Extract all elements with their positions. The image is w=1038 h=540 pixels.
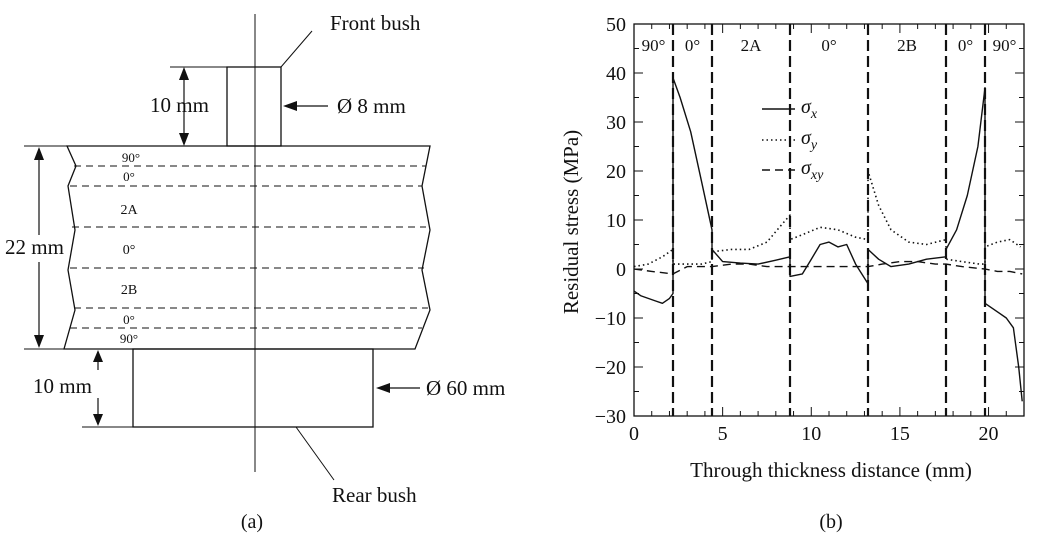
region-label: 2A — [741, 36, 763, 55]
ply-interfaces — [70, 165, 428, 329]
arrowhead-left-icon — [283, 101, 297, 111]
dim-10mm-bottom-label: 10 mm — [33, 374, 92, 398]
arrowhead-down-icon — [93, 414, 103, 426]
y-tick-label: 0 — [616, 259, 626, 281]
y-tick-label: −10 — [595, 308, 626, 330]
arrowhead-down-icon — [34, 335, 44, 348]
front-bush-leader — [280, 30, 313, 68]
ply-label-2b: 2B — [121, 283, 137, 298]
legend-label-sxy: σxy — [801, 157, 824, 183]
series-line-sy — [633, 170, 1021, 268]
arrowhead-up-icon — [93, 350, 103, 362]
y-tick-label: 40 — [606, 63, 626, 85]
y-tick-label: 50 — [606, 14, 626, 36]
rear-bush-label: Rear bush — [332, 483, 417, 507]
series-line-sxy — [633, 260, 1023, 275]
ply-label-90-top: 90° — [122, 150, 140, 165]
dim-60mm-label: Ø 60 mm — [426, 376, 505, 400]
panel-b-caption: (b) — [819, 511, 842, 533]
x-tick-label: 15 — [890, 423, 910, 445]
front-bush-label: Front bush — [330, 11, 421, 35]
chart-plot-area: −30 −20 −10 0 10 20 30 40 50 0 5 10 15 20 90° 0° 2A 0° 2B 0… — [595, 14, 1025, 445]
x-tick-label: 20 — [979, 423, 999, 445]
arrowhead-down-icon — [179, 133, 189, 146]
y-tick-label: −30 — [595, 406, 626, 428]
panel-a-diagram: Front bush 10 mm Ø 8 mm 90° 0° 2A 0° 2B … — [5, 11, 505, 533]
y-tick-label: 20 — [606, 161, 626, 183]
region-label: 0° — [958, 36, 973, 55]
plot-frame — [633, 23, 1025, 417]
ply-label-0-bottom: 0° — [123, 312, 135, 327]
chart-legend: σx σy σxy — [762, 96, 824, 183]
region-label: 0° — [821, 36, 836, 55]
laminate-block — [63, 145, 431, 350]
ply-label-2a: 2A — [120, 203, 138, 218]
x-axis-title: Through thickness distance (mm) — [690, 458, 972, 482]
rear-bush-leader — [295, 426, 335, 481]
region-label: 0° — [685, 36, 700, 55]
legend-label-sx-sub: x — [810, 107, 818, 122]
arrowhead-up-icon — [179, 67, 189, 80]
panel-b-chart: −30 −20 −10 0 10 20 30 40 50 0 5 10 15 20 90° 0° 2A 0° 2B 0… — [559, 14, 1025, 533]
legend-label-sx: σx — [801, 96, 818, 122]
ply-label-90-bottom: 90° — [120, 331, 138, 346]
dim-10mm-top-label: 10 mm — [150, 93, 209, 117]
dim-22mm-label: 22 mm — [5, 235, 64, 259]
legend-label-sxy-sub: xy — [810, 168, 824, 183]
arrowhead-left-icon — [376, 383, 390, 393]
panel-a-caption: (a) — [241, 511, 263, 533]
region-label: 2B — [897, 36, 917, 55]
legend-label-sy: σy — [801, 127, 818, 153]
ply-label-0-mid: 0° — [123, 243, 136, 258]
dim-8mm-label: Ø 8 mm — [337, 94, 406, 118]
front-bush-shape — [226, 66, 282, 147]
x-tick-label: 10 — [801, 423, 821, 445]
region-label: 90° — [993, 36, 1017, 55]
y-tick-label: −20 — [595, 357, 626, 379]
region-label: 90° — [642, 36, 666, 55]
arrowhead-up-icon — [34, 147, 44, 160]
x-tick-label: 0 — [629, 423, 639, 445]
y-tick-label: 30 — [606, 112, 626, 134]
y-tick-label: 10 — [606, 210, 626, 232]
x-tick-label: 5 — [718, 423, 728, 445]
rear-bush-shape — [132, 348, 374, 428]
legend-label-sy-sub: y — [809, 138, 818, 153]
series-line-sx — [633, 77, 1023, 402]
y-axis-title: Residual stress (MPa) — [559, 130, 583, 314]
ply-label-0-top: 0° — [123, 169, 135, 184]
